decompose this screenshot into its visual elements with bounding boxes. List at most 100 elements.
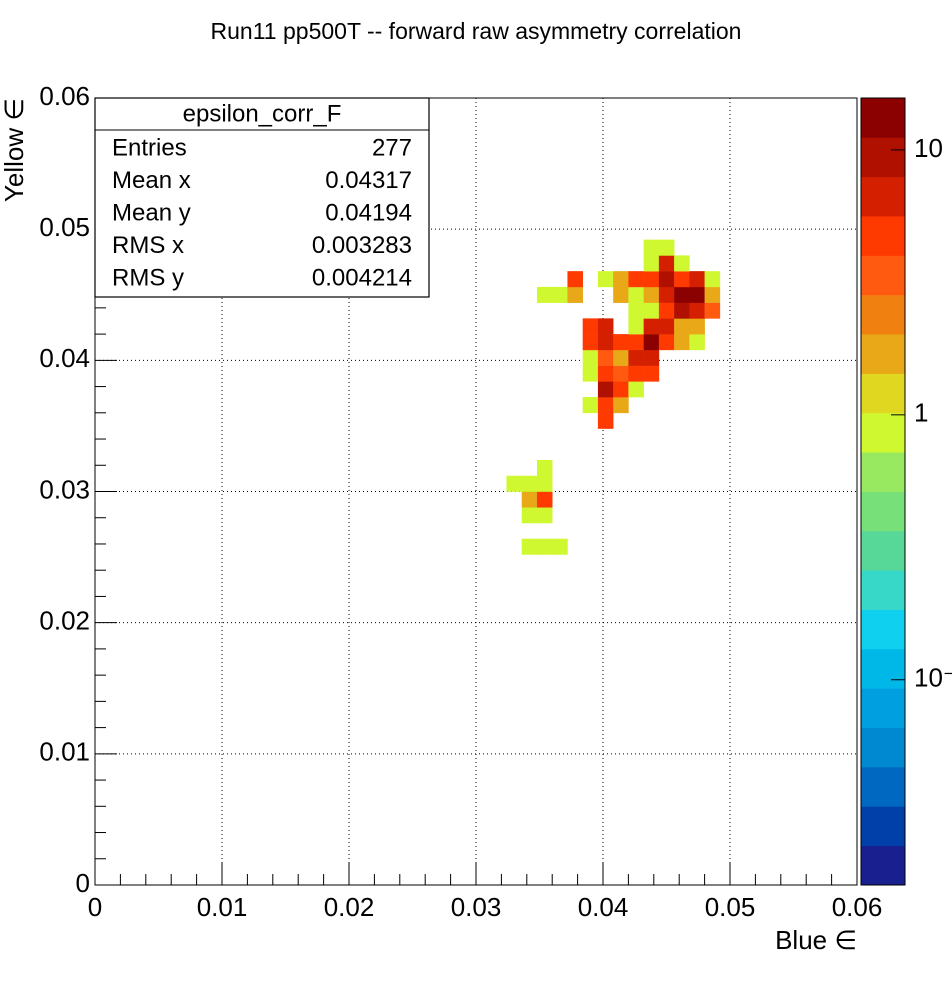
- chart-title: Run11 pp500T -- forward raw asymmetry co…: [211, 18, 742, 44]
- stats-label: RMS x: [112, 232, 184, 259]
- heatmap-cell: [674, 255, 690, 272]
- heatmap-cell: [628, 271, 644, 288]
- heatmap-cell: [643, 365, 660, 382]
- heatmap-cell: [521, 507, 538, 524]
- heatmap-cell: [704, 302, 721, 319]
- heatmap-cell: [536, 286, 553, 303]
- palette-band: [861, 412, 905, 453]
- y-tick-label: 0.03: [39, 474, 90, 504]
- stats-label: RMS y: [112, 264, 184, 291]
- heatmap-cell: [521, 538, 538, 555]
- heatmap-cell: [613, 365, 629, 382]
- y-tick-label: 0.04: [39, 343, 90, 373]
- stats-label: Mean x: [112, 167, 191, 194]
- heatmap-cell: [643, 271, 660, 288]
- colorbar-frame: [860, 97, 906, 886]
- heatmap-cell: [597, 412, 614, 429]
- stats-value: 0.04317: [325, 167, 412, 194]
- palette-band: [861, 491, 905, 532]
- stats-label: Mean y: [112, 199, 191, 226]
- x-tick-label: 0.05: [705, 892, 756, 922]
- heatmap-cell: [613, 334, 629, 351]
- x-axis-title: Blue ∈: [775, 925, 857, 955]
- heatmap-cell: [536, 491, 553, 508]
- heatmap-cell: [643, 318, 660, 335]
- palette-band: [861, 373, 905, 414]
- heatmap-cell: [658, 334, 675, 351]
- heatmap-cell: [674, 302, 690, 319]
- stats-box: [94, 97, 430, 298]
- palette-band: [861, 609, 905, 650]
- palette-band: [861, 648, 905, 689]
- heatmap-cell: [689, 302, 705, 319]
- heatmap-cell: [597, 318, 614, 335]
- x-tick-label: 0.06: [832, 892, 883, 922]
- heatmap-cell: [536, 507, 553, 524]
- heatmap-cell: [658, 271, 675, 288]
- palette-band: [861, 294, 905, 335]
- heatmap-cell: [552, 286, 568, 303]
- heatmap-cell: [643, 286, 660, 303]
- z-tick-label: 1: [914, 398, 928, 428]
- heatmap-cell: [613, 349, 629, 366]
- heatmap-cell: [567, 286, 583, 303]
- stats-label: Entries: [112, 134, 187, 161]
- heatmap-cell: [628, 334, 644, 351]
- heatmap-cell: [628, 286, 644, 303]
- heatmap-cell: [658, 255, 675, 272]
- heatmap-cell: [628, 365, 644, 382]
- heatmap-cell: [613, 381, 629, 398]
- palette-band: [861, 98, 905, 138]
- heatmap-cell: [521, 491, 538, 508]
- heatmap-cell: [658, 286, 675, 303]
- heatmap-cell: [689, 286, 705, 303]
- palette-band: [861, 688, 905, 728]
- heatmap-cell: [536, 475, 553, 492]
- heatmap-cell: [597, 397, 614, 414]
- palette-band: [861, 255, 905, 296]
- palette-band: [861, 727, 905, 768]
- heatmap-cell: [704, 286, 721, 303]
- heatmap-cell: [674, 271, 690, 288]
- heatmap-cell: [628, 349, 644, 366]
- x-tick-label: 0: [88, 892, 102, 922]
- palette-band: [861, 452, 905, 492]
- heatmap-cell: [658, 318, 675, 335]
- heatmap-cell: [597, 271, 614, 288]
- heatmap-cell: [506, 475, 523, 492]
- heatmap-cell: [582, 365, 599, 382]
- y-tick-label: 0.06: [39, 81, 90, 111]
- heatmap-cell: [613, 271, 629, 288]
- heatmap-cell: [643, 302, 660, 319]
- x-tick-label: 0.01: [197, 892, 248, 922]
- palette-band: [861, 845, 905, 886]
- heatmap-cell: [628, 302, 644, 319]
- heatmap-cell: [597, 365, 614, 382]
- heatmap-cell: [613, 397, 629, 414]
- x-tick-label: 0.04: [578, 892, 629, 922]
- heatmap-cell: [582, 349, 599, 366]
- heatmap-cell: [704, 271, 721, 288]
- heatmap-cell: [536, 538, 553, 555]
- heatmap-cell: [643, 239, 660, 256]
- heatmap-cell: [689, 334, 705, 351]
- heatmap-cell: [628, 318, 644, 335]
- heatmap-cell: [582, 334, 599, 351]
- y-tick-label: 0.02: [39, 606, 90, 636]
- heatmap-cell: [582, 318, 599, 335]
- y-tick-label: 0: [76, 868, 90, 898]
- palette-band: [861, 176, 905, 217]
- palette-band: [861, 806, 905, 847]
- x-tick-label: 0.02: [324, 892, 375, 922]
- palette-band: [861, 216, 905, 256]
- heatmap-cell: [536, 460, 553, 477]
- heatmap-cell: [597, 334, 614, 351]
- y-axis-title: Yellow ∈: [0, 98, 29, 202]
- palette-band: [861, 334, 905, 374]
- y-tick-label: 0.05: [39, 212, 90, 242]
- palette-band: [861, 766, 905, 807]
- heatmap-cell: [643, 255, 660, 272]
- heatmap-cell: [567, 271, 583, 288]
- stats-value: 0.004214: [312, 264, 412, 291]
- z-tick-label: 10⁻¹: [914, 663, 952, 693]
